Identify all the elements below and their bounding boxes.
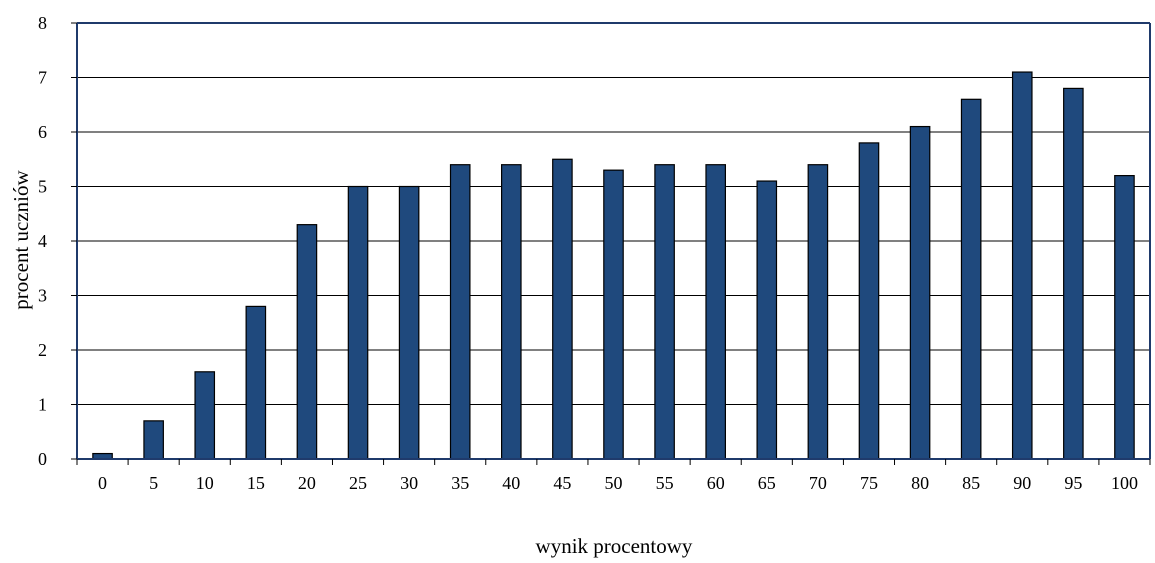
- bar-15: [245, 305, 267, 460]
- x-tick-label-10: 10: [196, 473, 214, 493]
- bar-5: [143, 420, 164, 460]
- x-tick-label-30: 30: [400, 473, 418, 493]
- y-tick-label-5: 5: [38, 177, 47, 197]
- x-tick-label-85: 85: [962, 473, 980, 493]
- bar-75: [858, 142, 880, 460]
- x-tick-labels: 0 5 10 15 20 25 30 35 40 45 50 55 60 65 70 75 80 85 90 95 10…: [76, 459, 1151, 493]
- x-tick-label-55: 55: [656, 473, 674, 493]
- y-tick-label-6: 6: [38, 122, 47, 142]
- bar-100: [1114, 175, 1135, 460]
- x-tick-label-20: 20: [298, 473, 316, 493]
- x-tick-label-80: 80: [911, 473, 929, 493]
- x-tick-label-15: 15: [247, 473, 265, 493]
- x-tick-label-0: 0: [98, 473, 107, 493]
- x-tick-label-100: 100: [1111, 473, 1138, 493]
- bar-60: [705, 164, 726, 460]
- x-tick-label-70: 70: [809, 473, 827, 493]
- bar-20: [296, 224, 318, 460]
- y-tick-label-7: 7: [38, 68, 47, 88]
- bar-55: [654, 164, 675, 460]
- x-tick-label-5: 5: [149, 473, 158, 493]
- bar-90: [1011, 71, 1033, 460]
- bar-25: [347, 185, 369, 460]
- y-axis-title: procent uczniów: [9, 169, 33, 309]
- bar-70: [807, 164, 829, 460]
- x-tick-label-50: 50: [605, 473, 623, 493]
- y-tick-label-8: 8: [38, 13, 47, 33]
- x-tick-label-40: 40: [502, 473, 520, 493]
- bar-40: [501, 164, 522, 460]
- x-tick-label-90: 90: [1013, 473, 1031, 493]
- y-tick-label-2: 2: [38, 340, 47, 360]
- x-axis-title: wynik procentowy: [536, 534, 693, 558]
- bar-85: [960, 98, 982, 460]
- bar-30: [398, 185, 420, 460]
- y-tick-label-3: 3: [38, 286, 47, 306]
- y-tick-label-1: 1: [38, 395, 47, 415]
- bar-50: [603, 169, 624, 460]
- x-tick-label-60: 60: [707, 473, 725, 493]
- bar-80: [909, 125, 931, 460]
- y-tick-labels: 0 1 2 3 4 5 6 7 8: [38, 13, 77, 469]
- x-tick-label-75: 75: [860, 473, 878, 493]
- bar-65: [756, 180, 778, 460]
- bars: [92, 71, 1135, 460]
- x-tick-label-65: 65: [758, 473, 776, 493]
- bar-10: [194, 371, 216, 460]
- y-tick-label-0: 0: [38, 449, 47, 469]
- bar-45: [552, 158, 573, 460]
- x-tick-label-35: 35: [451, 473, 469, 493]
- bar-35: [449, 164, 471, 460]
- bar-95: [1063, 87, 1084, 460]
- x-tick-label-95: 95: [1064, 473, 1082, 493]
- y-tick-label-4: 4: [38, 231, 47, 251]
- x-tick-label-25: 25: [349, 473, 367, 493]
- axes: [76, 22, 1151, 460]
- x-tick-label-45: 45: [553, 473, 571, 493]
